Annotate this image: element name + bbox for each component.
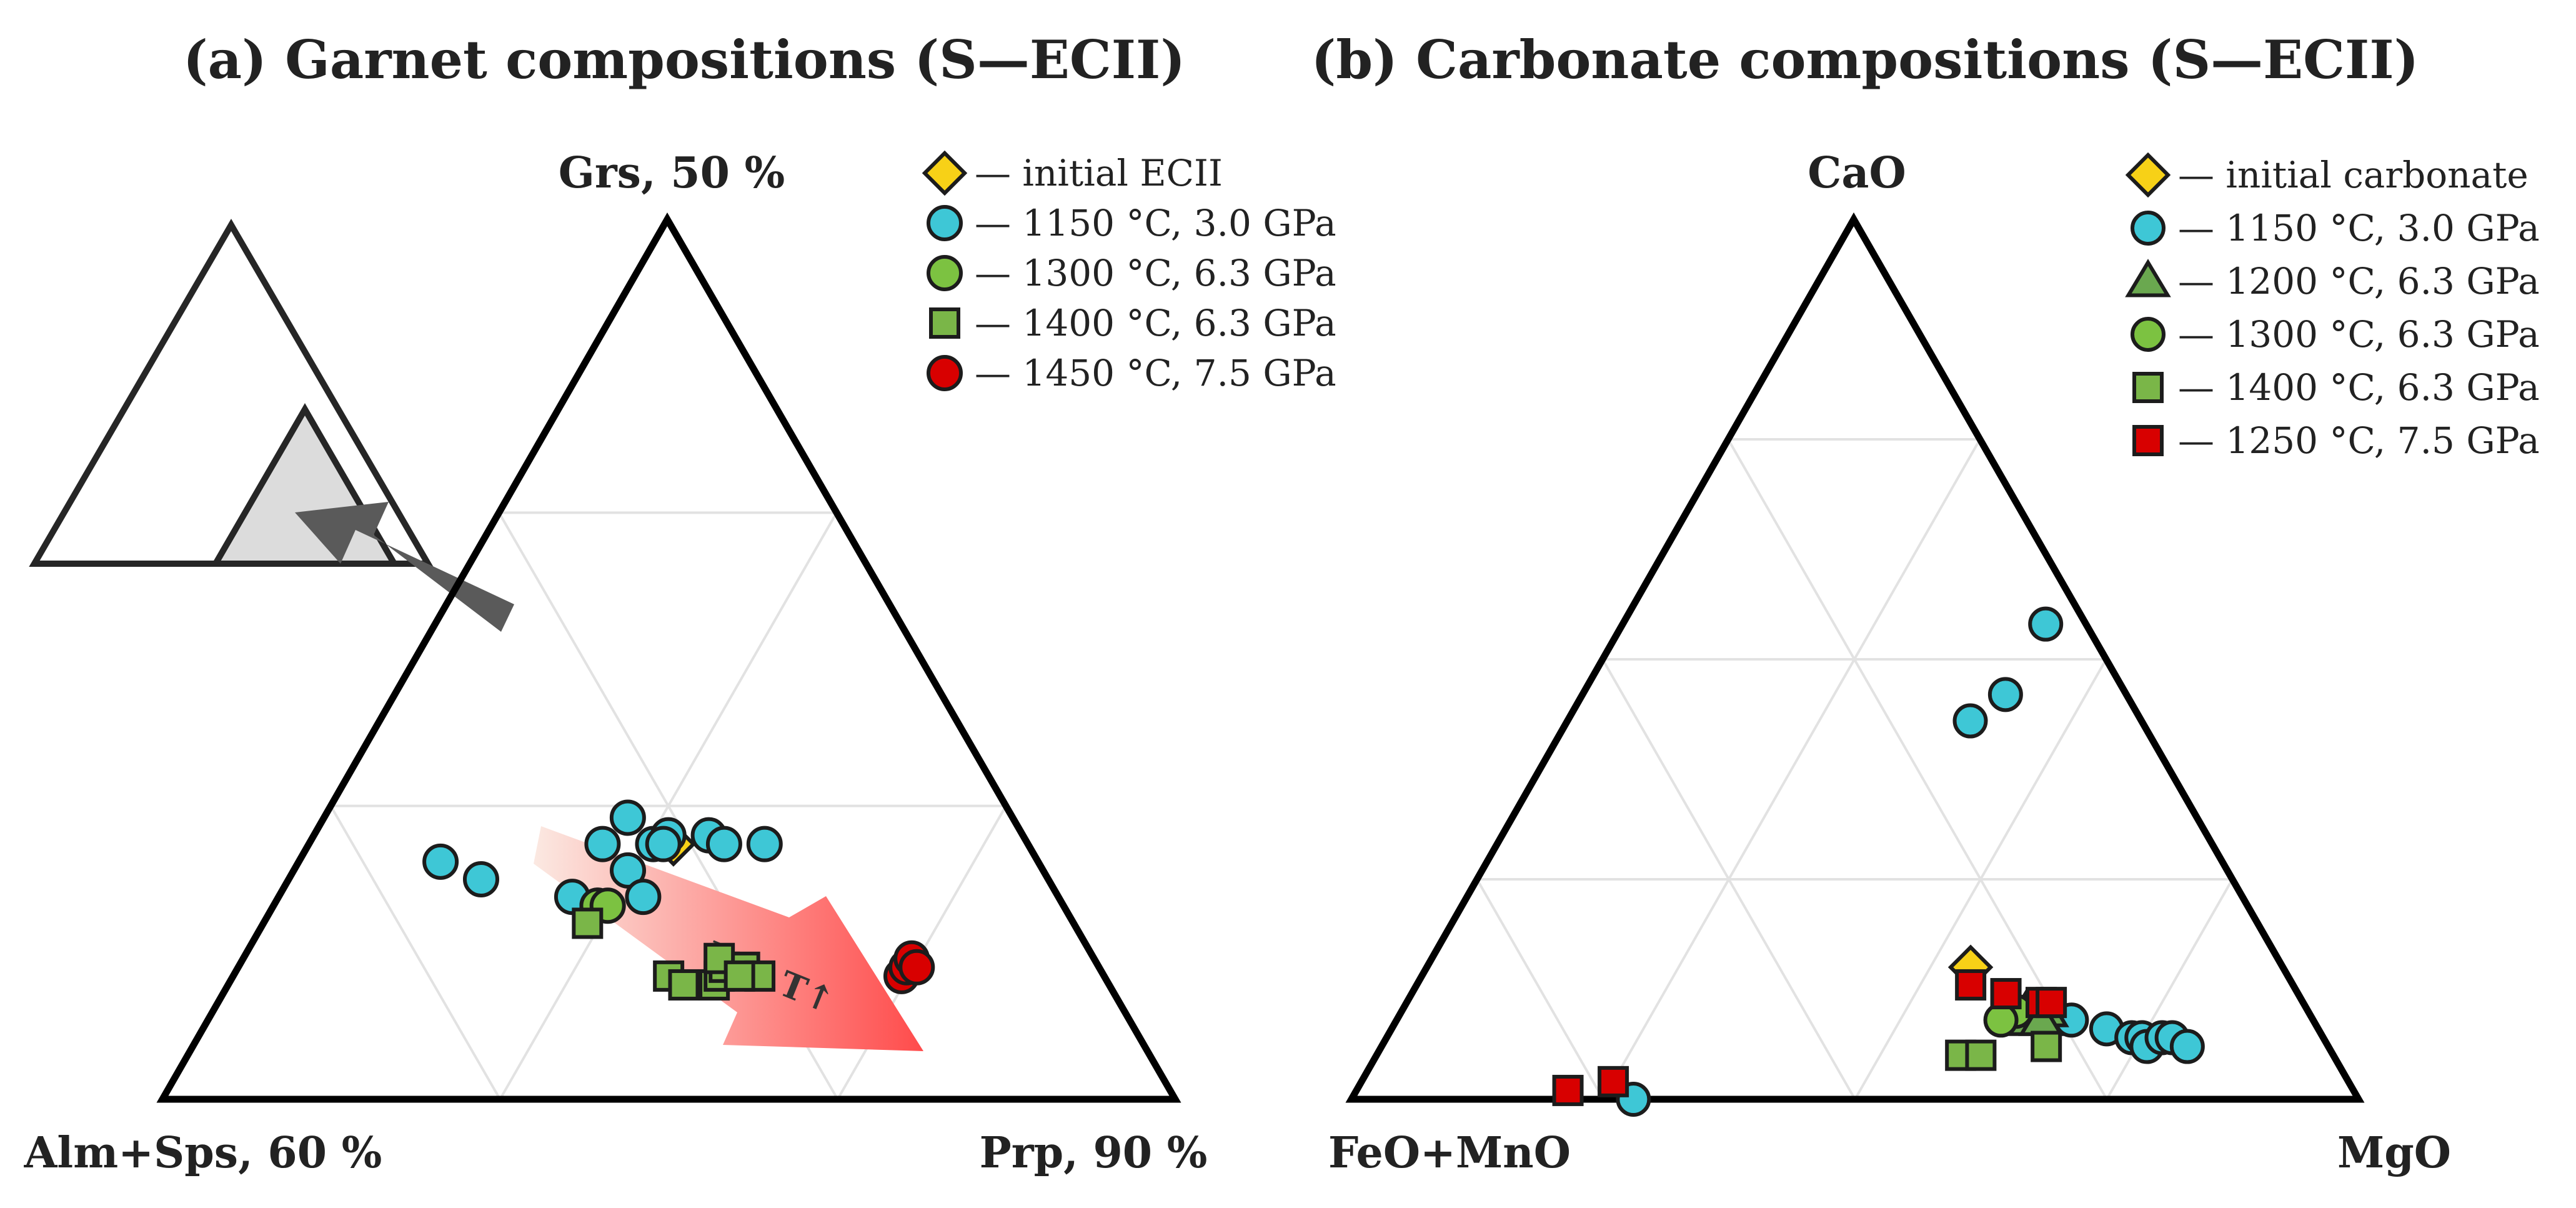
legend-marker-circle-icon	[927, 205, 963, 241]
legend-label: — 1250 °C, 7.5 GPa	[2178, 419, 2540, 462]
data-point-circle	[1987, 677, 2023, 712]
ternary-frame-b	[1345, 212, 2365, 1103]
legend-label: — initial carbonate	[2178, 154, 2529, 196]
data-point-circle	[705, 826, 742, 862]
gridline	[329, 805, 502, 1101]
vertex-label-grs: Grs, 50 %	[559, 148, 785, 198]
data-point-square	[1965, 1039, 1997, 1071]
data-point-circle	[609, 799, 646, 836]
data-point-square	[2031, 1031, 2062, 1062]
ternary-grid-a	[329, 511, 1007, 1101]
data-point-square	[1598, 1066, 1629, 1097]
data-point-circle	[422, 843, 459, 880]
legend-marker-circle-icon	[2131, 211, 2166, 246]
legend-marker-square-icon	[2132, 372, 2164, 403]
data-point-circle	[2169, 1029, 2205, 1064]
data-point-square	[2036, 987, 2067, 1019]
vertex-label-alm-sps: Alm+Sps, 60 %	[24, 1128, 382, 1178]
legend-label: — 1150 °C, 3.0 GPa	[2178, 207, 2540, 249]
legend-marker-circle-icon	[927, 255, 963, 291]
data-point-square	[1990, 978, 2022, 1010]
data-point-circle	[1952, 703, 1988, 739]
data-point-square	[1552, 1074, 1584, 1106]
legend-b: — initial carbonate — 1150 °C, 3.0 GPa — 1…	[2125, 152, 2540, 462]
inset-ternary-icon	[29, 219, 514, 632]
data-point-circle	[610, 852, 647, 889]
legend-marker-circle-icon	[2131, 317, 2166, 352]
data-point-circle	[462, 861, 499, 897]
legend-label: — initial ECII	[975, 152, 1223, 194]
data-points-a	[422, 799, 935, 1001]
panel-a-title: (a) Garnet compositions (S—ECII)	[183, 29, 1185, 91]
panel-garnet: (a) Garnet compositions (S—ECII) P↑, T↑ …	[24, 29, 1336, 1178]
data-point-square	[668, 969, 700, 1001]
data-point-square	[724, 960, 755, 992]
data-point-circle	[746, 826, 783, 862]
data-point-circle	[625, 879, 662, 916]
legend-label: — 1450 °C, 7.5 GPa	[975, 352, 1336, 394]
legend-label: — 1150 °C, 3.0 GPa	[975, 202, 1336, 244]
gridline	[2106, 879, 2234, 1100]
legend-a: — initial ECII — 1150 °C, 3.0 GPa — 1300 °…	[922, 150, 1336, 394]
gridline	[1601, 659, 1856, 1100]
vertex-label-cao: CaO	[1808, 148, 1906, 198]
ternary-grid-b	[1476, 438, 2234, 1100]
gridline	[1476, 879, 1604, 1100]
panel-carbonate: (b) Carbonate compositions (S—ECII) CaO …	[1311, 29, 2540, 1178]
legend-marker-square-icon	[2132, 425, 2164, 456]
legend-label: — 1400 °C, 6.3 GPa	[2178, 366, 2540, 409]
data-point-circle	[2028, 606, 2064, 642]
legend-label: — 1300 °C, 6.3 GPa	[975, 252, 1336, 294]
data-point-circle	[645, 826, 682, 862]
legend-marker-square-icon	[929, 307, 960, 339]
legend-label: — 1200 °C, 6.3 GPa	[2178, 260, 2540, 302]
data-point-circle	[898, 949, 935, 986]
data-points-b	[1552, 606, 2205, 1117]
data-point-square	[1955, 969, 1987, 1001]
vertex-label-mgo: MgO	[2337, 1128, 2451, 1178]
legend-marker-triangle-icon	[2125, 259, 2171, 297]
panel-b-title: (b) Carbonate compositions (S—ECII)	[1311, 29, 2419, 91]
legend-marker-diamond-icon	[2125, 152, 2171, 198]
vertex-label-prp: Prp, 90 %	[980, 1128, 1208, 1178]
legend-marker-diamond-icon	[922, 150, 968, 196]
legend-label: — 1400 °C, 6.3 GPa	[975, 302, 1336, 344]
legend-label: — 1300 °C, 6.3 GPa	[2178, 313, 2540, 356]
gridline	[1602, 439, 1981, 1100]
zoom-arrow-icon	[295, 502, 514, 632]
vertex-label-feo-mno: FeO+MnO	[1328, 1128, 1571, 1178]
data-point-square	[572, 907, 604, 939]
ternary-frame-a	[156, 212, 1181, 1103]
legend-marker-circle-icon	[927, 355, 963, 391]
data-point-circle	[584, 826, 621, 862]
inset-zoomed-subtriangle-icon	[210, 403, 400, 567]
